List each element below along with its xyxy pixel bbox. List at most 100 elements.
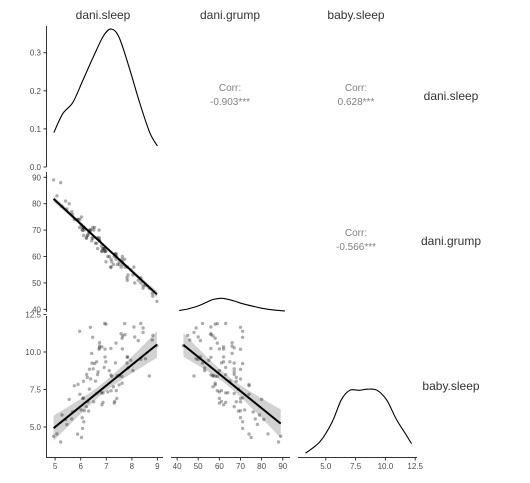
scatter-point bbox=[92, 225, 97, 230]
scatter-point bbox=[217, 368, 222, 373]
scatter-point bbox=[60, 413, 64, 417]
scatter-point bbox=[215, 321, 219, 326]
scatter-point bbox=[215, 341, 219, 345]
scatter-point bbox=[109, 257, 113, 261]
scatter-point bbox=[232, 367, 236, 371]
scatter-point bbox=[84, 236, 89, 240]
scatter-point bbox=[94, 360, 99, 364]
scatter-point bbox=[67, 397, 71, 402]
scatter-point bbox=[232, 372, 236, 377]
scatter-point bbox=[151, 294, 155, 298]
x-tick-label: 10.0 bbox=[378, 462, 394, 471]
scatter-point bbox=[133, 281, 137, 285]
scatter-point bbox=[209, 346, 213, 351]
y-tick-label: 5.0 bbox=[30, 423, 42, 432]
scatter-point bbox=[207, 358, 211, 362]
x-tick-label: 12.5 bbox=[407, 462, 423, 471]
scatter-point bbox=[120, 347, 125, 351]
scatter-point bbox=[120, 381, 124, 385]
scatter-point bbox=[87, 387, 92, 391]
scatter-point bbox=[129, 358, 133, 362]
scatter-point bbox=[125, 278, 129, 282]
y-tick-label: 12.5 bbox=[25, 311, 41, 320]
scatter-point bbox=[101, 246, 105, 251]
scatter-point bbox=[80, 228, 84, 232]
x-tick-label: 80 bbox=[257, 462, 266, 471]
scatter-point bbox=[106, 254, 110, 259]
scatter-point bbox=[121, 334, 125, 338]
scatter-point bbox=[150, 338, 154, 342]
scatter-point bbox=[211, 334, 215, 338]
scatter-point bbox=[109, 373, 113, 377]
scatter-point bbox=[217, 401, 222, 405]
scatter-point bbox=[103, 321, 107, 326]
scatter-point bbox=[70, 417, 74, 421]
scatter-point bbox=[59, 180, 63, 185]
y-tick-label: 0.3 bbox=[30, 49, 42, 58]
scatter-point bbox=[215, 389, 219, 393]
scatter-point bbox=[88, 325, 93, 329]
scatter-point bbox=[238, 377, 243, 381]
scatter-point bbox=[80, 426, 85, 431]
scatter-point bbox=[97, 344, 102, 348]
column-label-dani-sleep: dani.sleep bbox=[76, 8, 131, 22]
scatter-point bbox=[75, 432, 80, 436]
scatter-point bbox=[215, 374, 219, 379]
scatter-point bbox=[97, 347, 101, 351]
y-tick-label: 10.0 bbox=[25, 348, 41, 357]
scatter-point bbox=[120, 254, 125, 259]
y-tick-label: 50 bbox=[32, 279, 41, 288]
scatter-point bbox=[79, 215, 84, 219]
scatter-point bbox=[230, 351, 234, 356]
scatter-point bbox=[78, 392, 82, 396]
scatter-point bbox=[101, 391, 105, 395]
scatter-point bbox=[113, 361, 118, 365]
scatter-point bbox=[217, 396, 222, 401]
y-tick-label: 0.0 bbox=[30, 163, 42, 172]
scatter-point bbox=[213, 383, 217, 387]
scatter-point bbox=[81, 396, 85, 401]
scatter-point bbox=[221, 347, 226, 351]
scatter-point bbox=[240, 426, 245, 431]
scatter-point bbox=[92, 228, 96, 232]
y-tick-label: 7.5 bbox=[30, 386, 42, 395]
scatter-point bbox=[91, 335, 95, 339]
scatter-point bbox=[213, 336, 217, 340]
scatter-point bbox=[106, 390, 110, 394]
scatter-point bbox=[109, 389, 113, 393]
scatter-point bbox=[93, 241, 98, 245]
x-tick-label: 7 bbox=[104, 462, 109, 471]
scatter-point bbox=[139, 321, 143, 326]
scatter-point bbox=[232, 404, 236, 409]
scatter-point bbox=[224, 391, 228, 395]
scatter-point bbox=[107, 368, 112, 373]
scatter-point bbox=[209, 325, 213, 329]
scatter-point bbox=[109, 346, 113, 351]
scatter-point bbox=[240, 335, 245, 339]
scatter-point bbox=[209, 332, 213, 337]
scatter-point bbox=[81, 228, 85, 232]
scatter-point bbox=[202, 366, 207, 370]
scatter-point bbox=[238, 396, 243, 401]
scatter-point bbox=[91, 225, 95, 230]
corr-dani-grump-baby-sleep: Corr: -0.566*** bbox=[336, 228, 376, 253]
scatter-point bbox=[194, 326, 198, 330]
scatter-point bbox=[79, 408, 83, 412]
scatter-point bbox=[84, 236, 89, 240]
scatter-point bbox=[104, 260, 108, 264]
scatter-point bbox=[102, 365, 106, 370]
y-tick-label: 0.1 bbox=[30, 125, 42, 134]
corr-dani-sleep-baby-sleep: Corr: 0.628*** bbox=[338, 83, 375, 108]
regression-line-baby-grump bbox=[182, 344, 282, 425]
scatter-point bbox=[55, 432, 59, 436]
scatter-point bbox=[100, 249, 104, 253]
scatter-point bbox=[117, 383, 121, 387]
scatter-point bbox=[113, 399, 117, 404]
scatter-point bbox=[90, 361, 94, 365]
x-tick-label: 7.5 bbox=[350, 462, 362, 471]
scatter-point bbox=[221, 360, 226, 364]
plot-marks bbox=[51, 28, 413, 454]
scatter-point bbox=[238, 416, 243, 420]
column-label-baby-sleep: baby.sleep bbox=[327, 8, 384, 22]
